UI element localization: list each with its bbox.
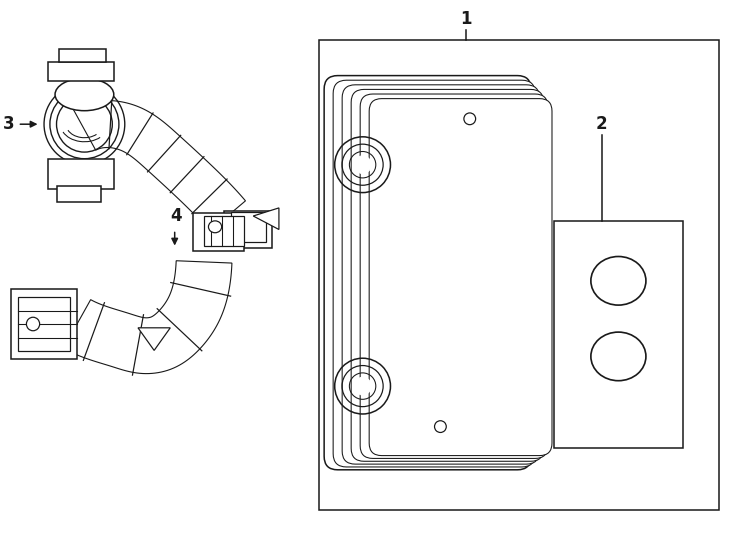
Polygon shape (73, 100, 245, 231)
Bar (57, 186, 101, 202)
FancyBboxPatch shape (333, 80, 535, 467)
Ellipse shape (591, 332, 646, 381)
Polygon shape (63, 261, 232, 374)
FancyBboxPatch shape (369, 99, 552, 456)
Bar (18, 297, 70, 351)
Text: 1: 1 (460, 10, 472, 28)
Bar (193, 213, 244, 251)
Circle shape (354, 377, 371, 395)
Bar (59, 49, 106, 62)
Polygon shape (138, 328, 170, 350)
FancyBboxPatch shape (342, 85, 539, 464)
Text: 4: 4 (170, 207, 182, 225)
Bar (554, 221, 683, 448)
Ellipse shape (55, 78, 114, 111)
Bar (231, 212, 266, 242)
Bar (11, 289, 77, 359)
Bar (48, 62, 114, 81)
FancyBboxPatch shape (360, 94, 548, 458)
Bar (319, 40, 719, 510)
Bar (224, 211, 272, 248)
Circle shape (354, 156, 371, 173)
Text: 2: 2 (596, 115, 608, 133)
Ellipse shape (591, 256, 646, 305)
FancyBboxPatch shape (351, 90, 544, 461)
Ellipse shape (208, 221, 222, 233)
Bar (48, 159, 114, 189)
Ellipse shape (26, 317, 40, 330)
Text: 3: 3 (3, 115, 36, 133)
FancyBboxPatch shape (324, 76, 531, 470)
Bar (204, 216, 244, 246)
Polygon shape (253, 208, 279, 230)
